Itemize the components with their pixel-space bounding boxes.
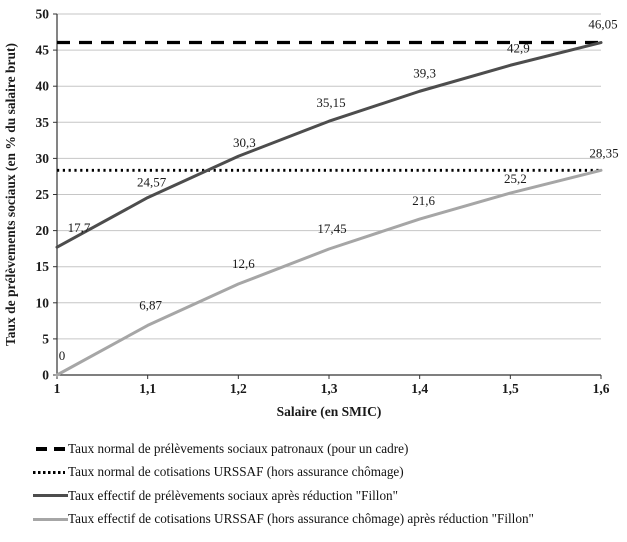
data-point-label: 6,87 xyxy=(139,297,162,312)
dashed-line-marker-icon xyxy=(36,446,65,451)
x-tick-label: 1,1 xyxy=(139,381,156,396)
data-point-label: 21,6 xyxy=(412,193,435,208)
data-point-label: 17,7 xyxy=(68,220,91,235)
y-tick-label: 5 xyxy=(42,331,49,346)
data-point-label: 0 xyxy=(59,348,66,363)
legend-item-effectif-prelevements: Taux effectif de prélèvements sociaux ap… xyxy=(33,484,627,508)
solid-gray-line-marker-icon xyxy=(33,517,68,521)
x-tick-label: 1,2 xyxy=(230,381,247,396)
data-point-label: 12,6 xyxy=(232,256,255,271)
series-line xyxy=(55,41,603,249)
legend-label: Taux normal de prélèvements sociaux patr… xyxy=(68,440,409,456)
x-tick-label: 1 xyxy=(54,381,61,396)
data-point-label: 24,57 xyxy=(137,175,167,190)
data-point-label: 25,2 xyxy=(504,171,527,186)
data-point-label: 39,3 xyxy=(413,65,436,80)
y-tick-label: 25 xyxy=(36,187,50,202)
y-tick-label: 35 xyxy=(36,115,50,130)
y-tick-label: 40 xyxy=(36,79,50,94)
solid-dark-line-marker-icon xyxy=(33,494,68,498)
chart-legend: Taux normal de prélèvements sociaux patr… xyxy=(33,437,627,531)
legend-item-normal-urssaf: Taux normal de cotisations URSSAF (hors … xyxy=(33,461,627,485)
y-tick-label: 15 xyxy=(36,259,50,274)
y-tick-label: 10 xyxy=(36,295,50,310)
x-tick-label: 1,4 xyxy=(411,381,428,396)
x-axis-title: Salaire (en SMIC) xyxy=(277,404,382,419)
y-tick-label: 20 xyxy=(36,223,50,238)
data-point-label: 30,3 xyxy=(233,135,256,150)
y-tick-label: 45 xyxy=(36,43,50,58)
x-tick-label: 1,5 xyxy=(502,381,519,396)
series-line xyxy=(55,168,603,377)
y-tick-label: 0 xyxy=(42,368,49,383)
dotted-line-marker-icon xyxy=(33,470,65,474)
legend-label: Taux effectif de prélèvements sociaux ap… xyxy=(68,487,399,503)
data-point-label: 17,45 xyxy=(317,221,346,236)
data-point-label: 28,35 xyxy=(589,145,618,160)
y-axis-title: Taux de prélèvements sociaux (en % du sa… xyxy=(3,43,18,346)
legend-label: Taux normal de cotisations URSSAF (hors … xyxy=(68,464,404,480)
y-tick-label: 50 xyxy=(36,7,50,22)
x-tick-label: 1,3 xyxy=(321,381,338,396)
y-tick-label: 30 xyxy=(36,151,50,166)
line-chart: 0 5 10 15 20 25 30 35 40 45 50 1 1,1 1,2 1,3 1,4 1,5 1,6 1… xyxy=(3,7,619,420)
legend-label: Taux effectif de cotisations URSSAF (hor… xyxy=(68,511,534,527)
data-point-label: 42,9 xyxy=(507,40,530,55)
legend-item-normal-patronaux: Taux normal de prélèvements sociaux patr… xyxy=(33,437,627,461)
data-point-label: 46,05 xyxy=(588,17,617,32)
legend-item-effectif-urssaf: Taux effectif de cotisations URSSAF (hor… xyxy=(33,508,627,532)
x-tick-label: 1,6 xyxy=(593,381,610,396)
data-point-label: 35,15 xyxy=(316,95,345,110)
